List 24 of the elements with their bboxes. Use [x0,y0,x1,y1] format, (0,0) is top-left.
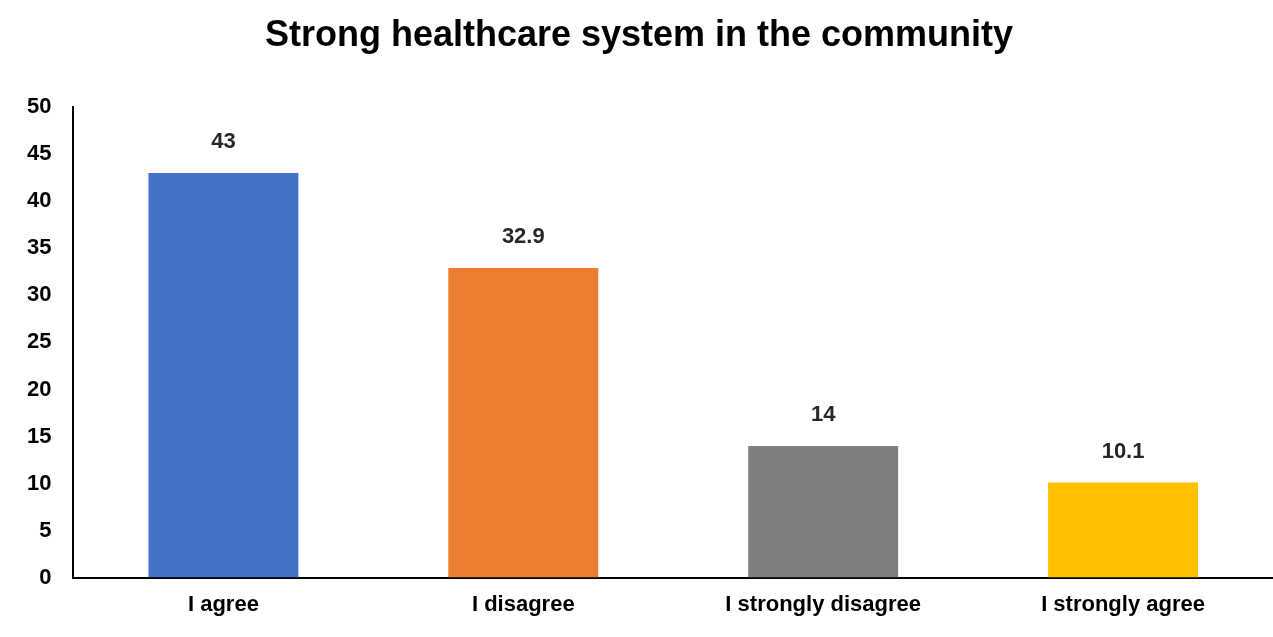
data-label: 10.1 [1101,437,1145,463]
bar [448,268,599,578]
y-tick-label: 15 [26,422,52,448]
y-tick-label: 50 [26,93,52,119]
x-tick-label: I strongly agree [1041,590,1205,616]
y-tick-label: 30 [26,281,52,307]
x-tick-label: I agree [187,590,259,616]
y-tick-label: 10 [26,469,52,495]
bar [148,173,299,578]
x-tick-label: I strongly disagree [725,590,921,616]
data-label: 14 [810,400,837,426]
y-tick-label: 5 [39,516,52,542]
chart-title: Strong healthcare system in the community [264,12,1014,54]
bar [1048,482,1199,578]
y-tick-label: 20 [26,375,52,401]
y-tick-label: 40 [26,187,52,213]
data-label: 43 [211,128,236,154]
bar [748,445,899,578]
x-tick-label: I disagree [471,590,575,616]
y-tick-label: 45 [26,140,52,166]
data-label: 32.9 [501,223,545,249]
y-tick-label: 35 [26,234,52,260]
y-tick-label: 0 [39,563,52,589]
y-tick-label: 25 [26,328,52,354]
